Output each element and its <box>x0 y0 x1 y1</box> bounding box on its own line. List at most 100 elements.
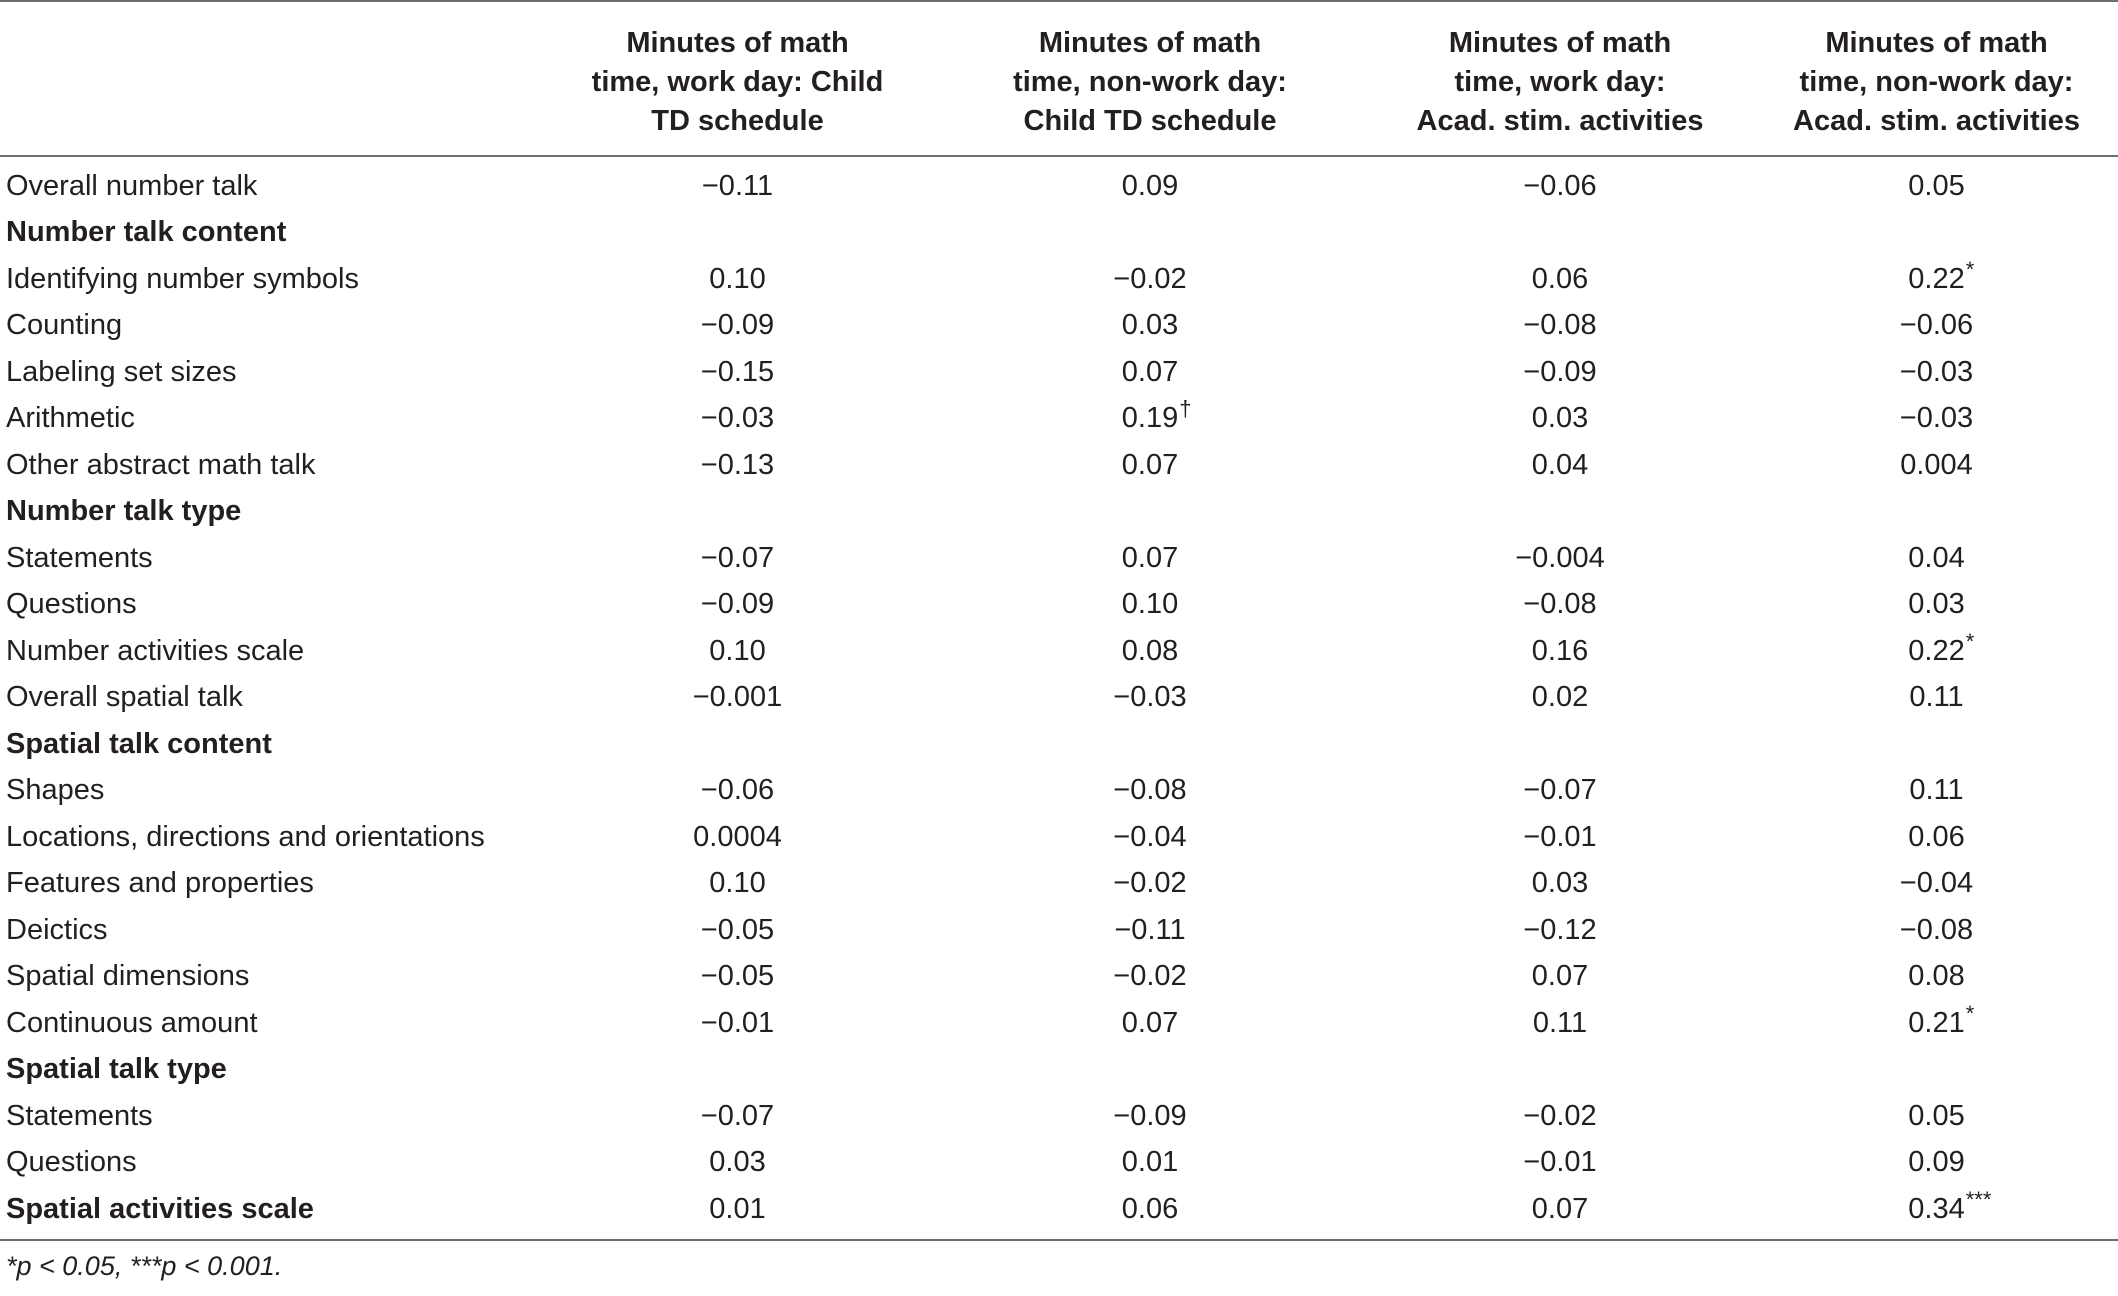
cell-value: 0.07 <box>1531 1192 1589 1225</box>
section-heading-row: Number talk content <box>0 210 2118 257</box>
cell-value: 0.10 <box>1121 588 1179 621</box>
value-cell: −0.06 <box>540 768 935 815</box>
table-row: Locations, directions and orientations 0.… <box>0 814 2118 861</box>
cell-value-wrap: 0.08 <box>1908 960 1964 993</box>
cell-value: −0.08 <box>1899 913 1974 946</box>
cell-value-wrap: 0.01 <box>1122 1146 1178 1179</box>
cell-value: −0.04 <box>1113 820 1187 853</box>
value-cell: −0.08 <box>1365 303 1755 350</box>
table-row: Spatial activities scale 0.01 0.06 0.07 0.34… <box>0 1186 2118 1240</box>
cell-value-wrap: −0.08 <box>1900 914 1973 947</box>
cell-value: 0.11 <box>1909 774 1964 807</box>
cell-value-wrap: 0.11 <box>1909 681 1963 714</box>
value-cell <box>540 1047 935 1094</box>
table-body: Overall number talk −0.11 0.09 −0.06 0.05 Num… <box>0 156 2118 1240</box>
table-row: Identifying number symbols 0.10 −0.02 0.06 0… <box>0 256 2118 303</box>
cell-value-wrap: −0.05 <box>701 960 774 993</box>
value-cell: −0.08 <box>935 768 1365 815</box>
cell-value-wrap: 0.19 † <box>1121 396 1192 435</box>
header-cell-work-day-acad-stim: Minutes of math time, work day: Acad. st… <box>1416 27 1704 137</box>
value-cell: 0.04 <box>1365 442 1755 489</box>
cell-value: 0.06 <box>1908 820 1965 853</box>
cell-value-wrap: 0.03 <box>1908 588 1964 621</box>
cell-value: 0.03 <box>1908 588 1965 621</box>
section-heading-row: Number talk type <box>0 489 2118 536</box>
cell-value-wrap: −0.05 <box>701 914 774 947</box>
cell-value: −0.07 <box>700 541 775 574</box>
value-cell: −0.09 <box>935 1093 1365 1140</box>
cell-value-wrap: 0.10 <box>709 263 765 296</box>
cell-value-wrap: −0.02 <box>1523 1100 1596 1133</box>
value-cell: −0.11 <box>935 907 1365 954</box>
row-label: Continuous amount <box>6 1006 258 1039</box>
cell-value: −0.03 <box>1899 402 1974 435</box>
value-cell: 0.07 <box>935 1000 1365 1047</box>
cell-value: 0.03 <box>1531 867 1589 900</box>
value-cell: 0.11 <box>1365 1000 1755 1047</box>
cell-value-wrap: −0.09 <box>1523 356 1596 389</box>
value-cell: −0.004 <box>1365 535 1755 582</box>
value-cell: 0.22 * <box>1755 256 2118 303</box>
cell-value: 0.09 <box>1121 169 1179 202</box>
cell-value: 0.11 <box>1532 1006 1588 1039</box>
value-cell: 0.004 <box>1755 442 2118 489</box>
value-cell: −0.04 <box>1755 861 2118 908</box>
cell-value-wrap: 0.0004 <box>693 821 782 854</box>
value-cell: −0.07 <box>540 1093 935 1140</box>
cell-value: −0.13 <box>700 448 775 481</box>
value-cell: −0.001 <box>540 675 935 722</box>
cell-value: 0.21 <box>1908 1006 1965 1039</box>
cell-value: −0.02 <box>1523 1099 1597 1132</box>
cell-value: −0.11 <box>1114 913 1186 946</box>
cell-value: 0.06 <box>1121 1192 1179 1225</box>
section-heading: Spatial talk content <box>6 727 272 760</box>
cell-value-wrap: 0.07 <box>1532 1193 1588 1226</box>
cell-value: −0.01 <box>1523 820 1597 853</box>
cell-value-wrap: 0.04 <box>1908 542 1964 575</box>
cell-value-wrap: −0.07 <box>1523 774 1596 807</box>
value-cell: 0.07 <box>935 349 1365 396</box>
value-cell: 0.07 <box>935 442 1365 489</box>
row-label: Labeling set sizes <box>6 355 237 388</box>
table-row: Overall number talk −0.11 0.09 −0.06 0.05 <box>0 156 2118 210</box>
cell-value-wrap: −0.08 <box>1523 588 1596 621</box>
row-label: Statements <box>6 1099 153 1132</box>
value-cell: −0.06 <box>1365 156 1755 210</box>
value-cell <box>935 721 1365 768</box>
section-heading: Number talk content <box>6 216 287 249</box>
cell-value: −0.01 <box>1523 1146 1597 1179</box>
cell-value: −0.07 <box>700 1099 775 1132</box>
cell-value: −0.08 <box>1523 588 1597 621</box>
cell-value: 0.03 <box>1121 309 1179 342</box>
cell-value: 0.01 <box>709 1192 766 1225</box>
cell-value-wrap: −0.01 <box>1523 1146 1596 1179</box>
value-cell: 0.11 <box>1755 675 2118 722</box>
cell-value-wrap: −0.02 <box>1113 960 1186 993</box>
cell-value: 0.22 <box>1908 634 1965 667</box>
value-cell: 0.22 * <box>1755 628 2118 675</box>
header-cell-non-work-day-acad-stim: Minutes of math time, non-work day: Acad… <box>1793 27 2080 137</box>
table-row: Counting −0.09 0.03 −0.08 −0.06 <box>0 303 2118 350</box>
value-cell: 0.07 <box>935 535 1365 582</box>
cell-value-wrap: 0.22 * <box>1908 257 1974 296</box>
row-label: Other abstract math talk <box>6 448 316 481</box>
value-cell: −0.07 <box>1365 768 1755 815</box>
value-cell: 0.03 <box>1755 582 2118 629</box>
cell-value-wrap: 0.01 <box>709 1193 765 1226</box>
cell-value-wrap: −0.11 <box>1114 914 1185 947</box>
cell-value: 0.10 <box>709 634 766 667</box>
cell-value: 0.19 <box>1121 402 1179 435</box>
value-cell: −0.13 <box>540 442 935 489</box>
row-label: Questions <box>6 588 137 621</box>
table-row: Statements −0.07 0.07 −0.004 0.04 <box>0 535 2118 582</box>
value-cell: 0.08 <box>1755 954 2118 1001</box>
cell-value-wrap: −0.09 <box>701 309 774 342</box>
cell-value: 0.004 <box>1900 448 1973 481</box>
table-row: Features and properties 0.10 −0.02 0.03 −0.0… <box>0 861 2118 908</box>
value-cell: −0.07 <box>540 535 935 582</box>
value-cell: 0.08 <box>935 628 1365 675</box>
value-cell <box>540 721 935 768</box>
value-cell: −0.15 <box>540 349 935 396</box>
cell-value: −0.05 <box>700 913 775 946</box>
value-cell <box>1365 210 1755 257</box>
